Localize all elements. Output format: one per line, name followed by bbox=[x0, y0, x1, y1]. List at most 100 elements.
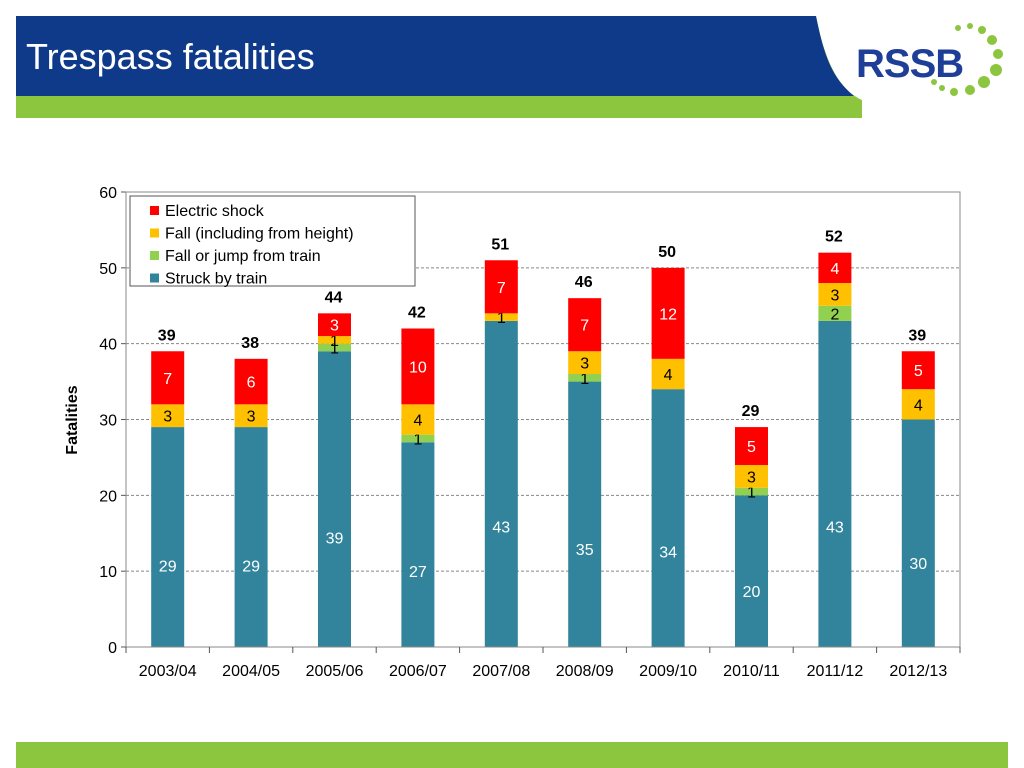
bar-data-label: 3 bbox=[330, 318, 339, 335]
rssb-logo: RSSB bbox=[856, 42, 964, 86]
x-tick-label: 2006/07 bbox=[389, 663, 447, 680]
bar-segment bbox=[234, 358, 268, 405]
bar-data-label: 3 bbox=[247, 409, 256, 426]
logo-dots-icon bbox=[931, 23, 1003, 96]
bar-total-label: 39 bbox=[908, 327, 926, 344]
legend-label: Electric shock bbox=[165, 203, 265, 220]
bar-segment bbox=[318, 351, 351, 647]
x-tick-label: 2009/10 bbox=[639, 663, 697, 680]
bar-segment bbox=[318, 313, 351, 337]
bar-segment bbox=[901, 419, 935, 647]
bar-segment bbox=[735, 487, 768, 496]
y-tick-label: 20 bbox=[99, 488, 117, 505]
bar-data-label: 10 bbox=[409, 359, 427, 376]
bar-segment bbox=[401, 328, 435, 405]
bar-total-label: 42 bbox=[408, 305, 426, 322]
bar-data-label: 1 bbox=[497, 310, 506, 327]
y-tick-label: 40 bbox=[99, 337, 117, 354]
bar-segment bbox=[735, 465, 768, 488]
bar-segment bbox=[484, 313, 518, 321]
bar-segment bbox=[818, 320, 852, 647]
bar-data-label: 4 bbox=[830, 261, 839, 278]
bar-total-label: 50 bbox=[658, 244, 676, 261]
x-tick-label: 2012/13 bbox=[889, 663, 947, 680]
y-tick-label: 10 bbox=[99, 564, 117, 581]
y-tick-label: 60 bbox=[99, 185, 117, 202]
x-tick-label: 2011/12 bbox=[807, 663, 864, 680]
bar-total-label: 38 bbox=[241, 335, 259, 352]
bar-data-label: 35 bbox=[576, 542, 594, 559]
bar-data-label: 3 bbox=[163, 409, 172, 426]
page-title: Trespass fatalities bbox=[26, 36, 315, 77]
bar-segment bbox=[318, 343, 351, 352]
bar-data-label: 30 bbox=[909, 556, 927, 573]
y-tick-label: 0 bbox=[108, 640, 117, 657]
legend-swatch bbox=[150, 251, 159, 260]
bar-total-label: 39 bbox=[158, 327, 176, 344]
bar-data-label: 5 bbox=[747, 439, 756, 456]
bar-data-label: 29 bbox=[159, 559, 177, 576]
bar-data-label: 20 bbox=[743, 584, 761, 601]
bar-segment bbox=[234, 427, 268, 647]
bar-data-label: 2 bbox=[830, 306, 839, 323]
bar-segment bbox=[568, 298, 602, 352]
bar-data-label: 39 bbox=[326, 531, 344, 548]
bar-segment bbox=[651, 358, 685, 390]
bar-data-label: 1 bbox=[747, 485, 756, 502]
bar-data-label: 34 bbox=[659, 545, 677, 562]
bar-segment bbox=[401, 442, 435, 647]
legend-label: Fall or jump from train bbox=[165, 248, 321, 265]
x-tick-label: 2007/08 bbox=[472, 663, 530, 680]
bar-segment bbox=[318, 336, 351, 344]
bar-segment bbox=[735, 427, 768, 465]
legend-box bbox=[129, 195, 416, 287]
bar-data-label: 12 bbox=[659, 306, 677, 323]
legend-swatch bbox=[150, 273, 159, 283]
bar-total-label: 46 bbox=[575, 274, 593, 291]
axes: 0 10 20 30 40 50 60 2003/04 2004/05 2005/06 2006/0… bbox=[99, 185, 961, 680]
bar-data-label: 3 bbox=[747, 469, 756, 486]
bar-data-label: 43 bbox=[492, 519, 510, 536]
bar-segment bbox=[818, 283, 852, 306]
bar-segment bbox=[401, 434, 435, 443]
legend-label: Struck by train bbox=[165, 271, 267, 288]
bar-data-label: 3 bbox=[580, 356, 589, 373]
x-tick-label: 2008/09 bbox=[556, 663, 614, 680]
bar-data-label: 3 bbox=[830, 287, 839, 304]
bar-segment bbox=[818, 252, 852, 283]
legend-swatch bbox=[150, 228, 159, 238]
bar-segment bbox=[151, 427, 185, 647]
bar-segment bbox=[151, 404, 185, 428]
bar-segment bbox=[901, 351, 935, 390]
bar-segment bbox=[651, 389, 685, 647]
bar-data-label: 1 bbox=[330, 340, 339, 357]
bar-data-label: 6 bbox=[247, 375, 256, 392]
bar-segment bbox=[568, 374, 602, 382]
bar-total-label: 44 bbox=[325, 289, 343, 306]
x-tick-label: 2010/11 bbox=[723, 663, 780, 680]
bar-data-label: 29 bbox=[242, 559, 260, 576]
y-tick-label: 30 bbox=[99, 413, 117, 430]
bar-data-label: 4 bbox=[664, 367, 673, 384]
y-tick-label: 50 bbox=[99, 261, 117, 278]
bar-segment bbox=[234, 404, 268, 428]
bar-segment bbox=[818, 305, 852, 321]
bar-data-label: 27 bbox=[409, 564, 427, 581]
bar-data-label: 4 bbox=[413, 413, 422, 430]
bar-data-label: 1 bbox=[413, 431, 422, 448]
bar-segment bbox=[151, 351, 185, 405]
bar-total-label: 51 bbox=[491, 236, 509, 253]
legend-label: Fall (including from height) bbox=[165, 226, 354, 243]
x-tick-label: 2004/05 bbox=[222, 663, 280, 680]
legend: Electric shock Fall (including from heigh… bbox=[129, 195, 416, 288]
bar-segment bbox=[401, 404, 435, 435]
bar-data-label: 7 bbox=[163, 371, 172, 388]
bar-segment bbox=[484, 320, 518, 647]
bars: 2937392936383911344271410424317513513746… bbox=[151, 229, 935, 647]
bar-segment bbox=[651, 267, 685, 359]
bar-segment bbox=[901, 389, 935, 420]
bar-total-label: 29 bbox=[742, 403, 760, 420]
bar-segment bbox=[484, 260, 518, 314]
bar-data-label: 1 bbox=[330, 333, 339, 350]
footer-bar bbox=[16, 742, 1008, 768]
